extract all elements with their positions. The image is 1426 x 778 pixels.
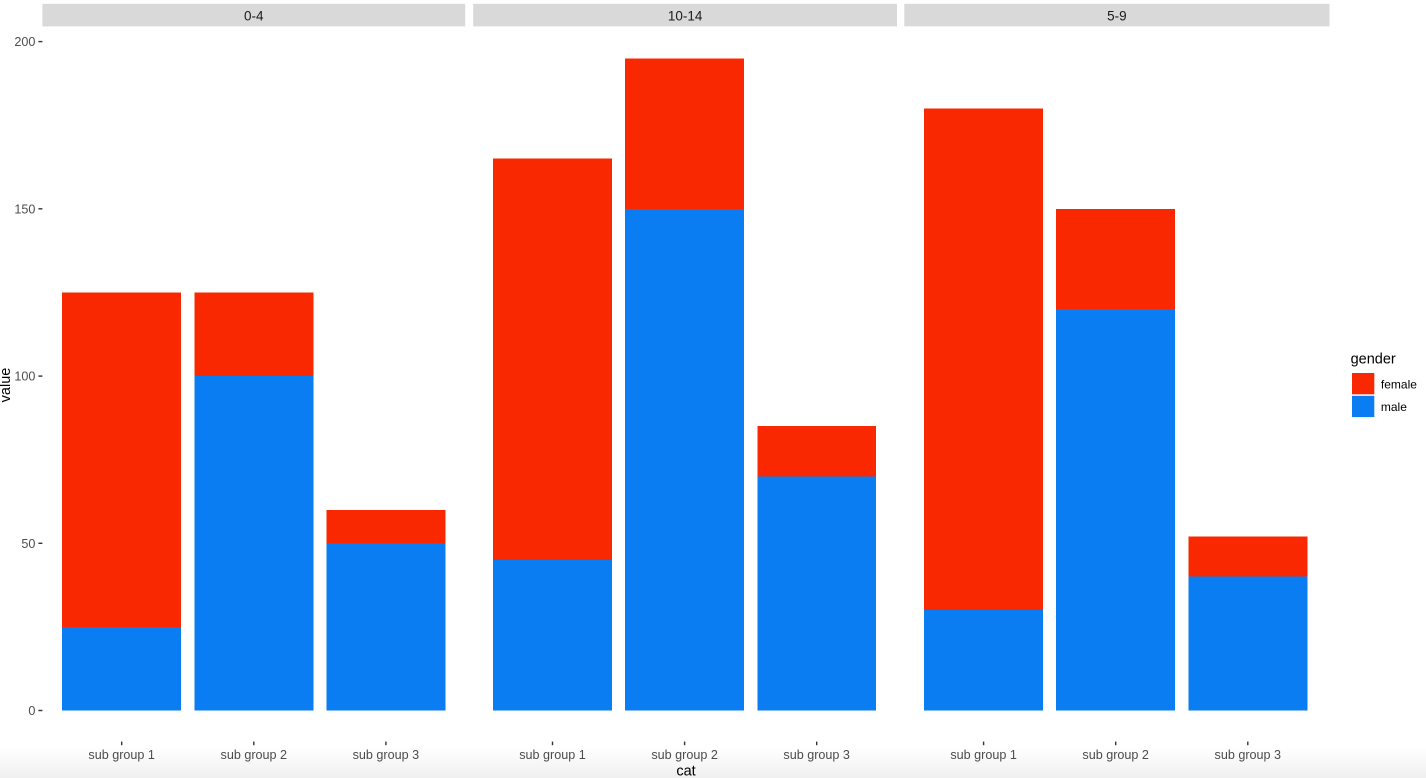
svg-text:200: 200 [14, 35, 35, 49]
svg-text:male: male [1381, 400, 1407, 414]
svg-text:150: 150 [14, 202, 35, 216]
svg-text:0-4: 0-4 [244, 8, 264, 23]
svg-text:0: 0 [28, 704, 35, 718]
svg-text:value: value [0, 368, 14, 403]
svg-text:female: female [1381, 377, 1417, 391]
svg-text:5-9: 5-9 [1107, 8, 1127, 23]
svg-text:10-14: 10-14 [668, 8, 703, 23]
svg-text:50: 50 [21, 537, 35, 551]
svg-text:gender: gender [1351, 352, 1396, 368]
svg-text:100: 100 [14, 370, 35, 384]
